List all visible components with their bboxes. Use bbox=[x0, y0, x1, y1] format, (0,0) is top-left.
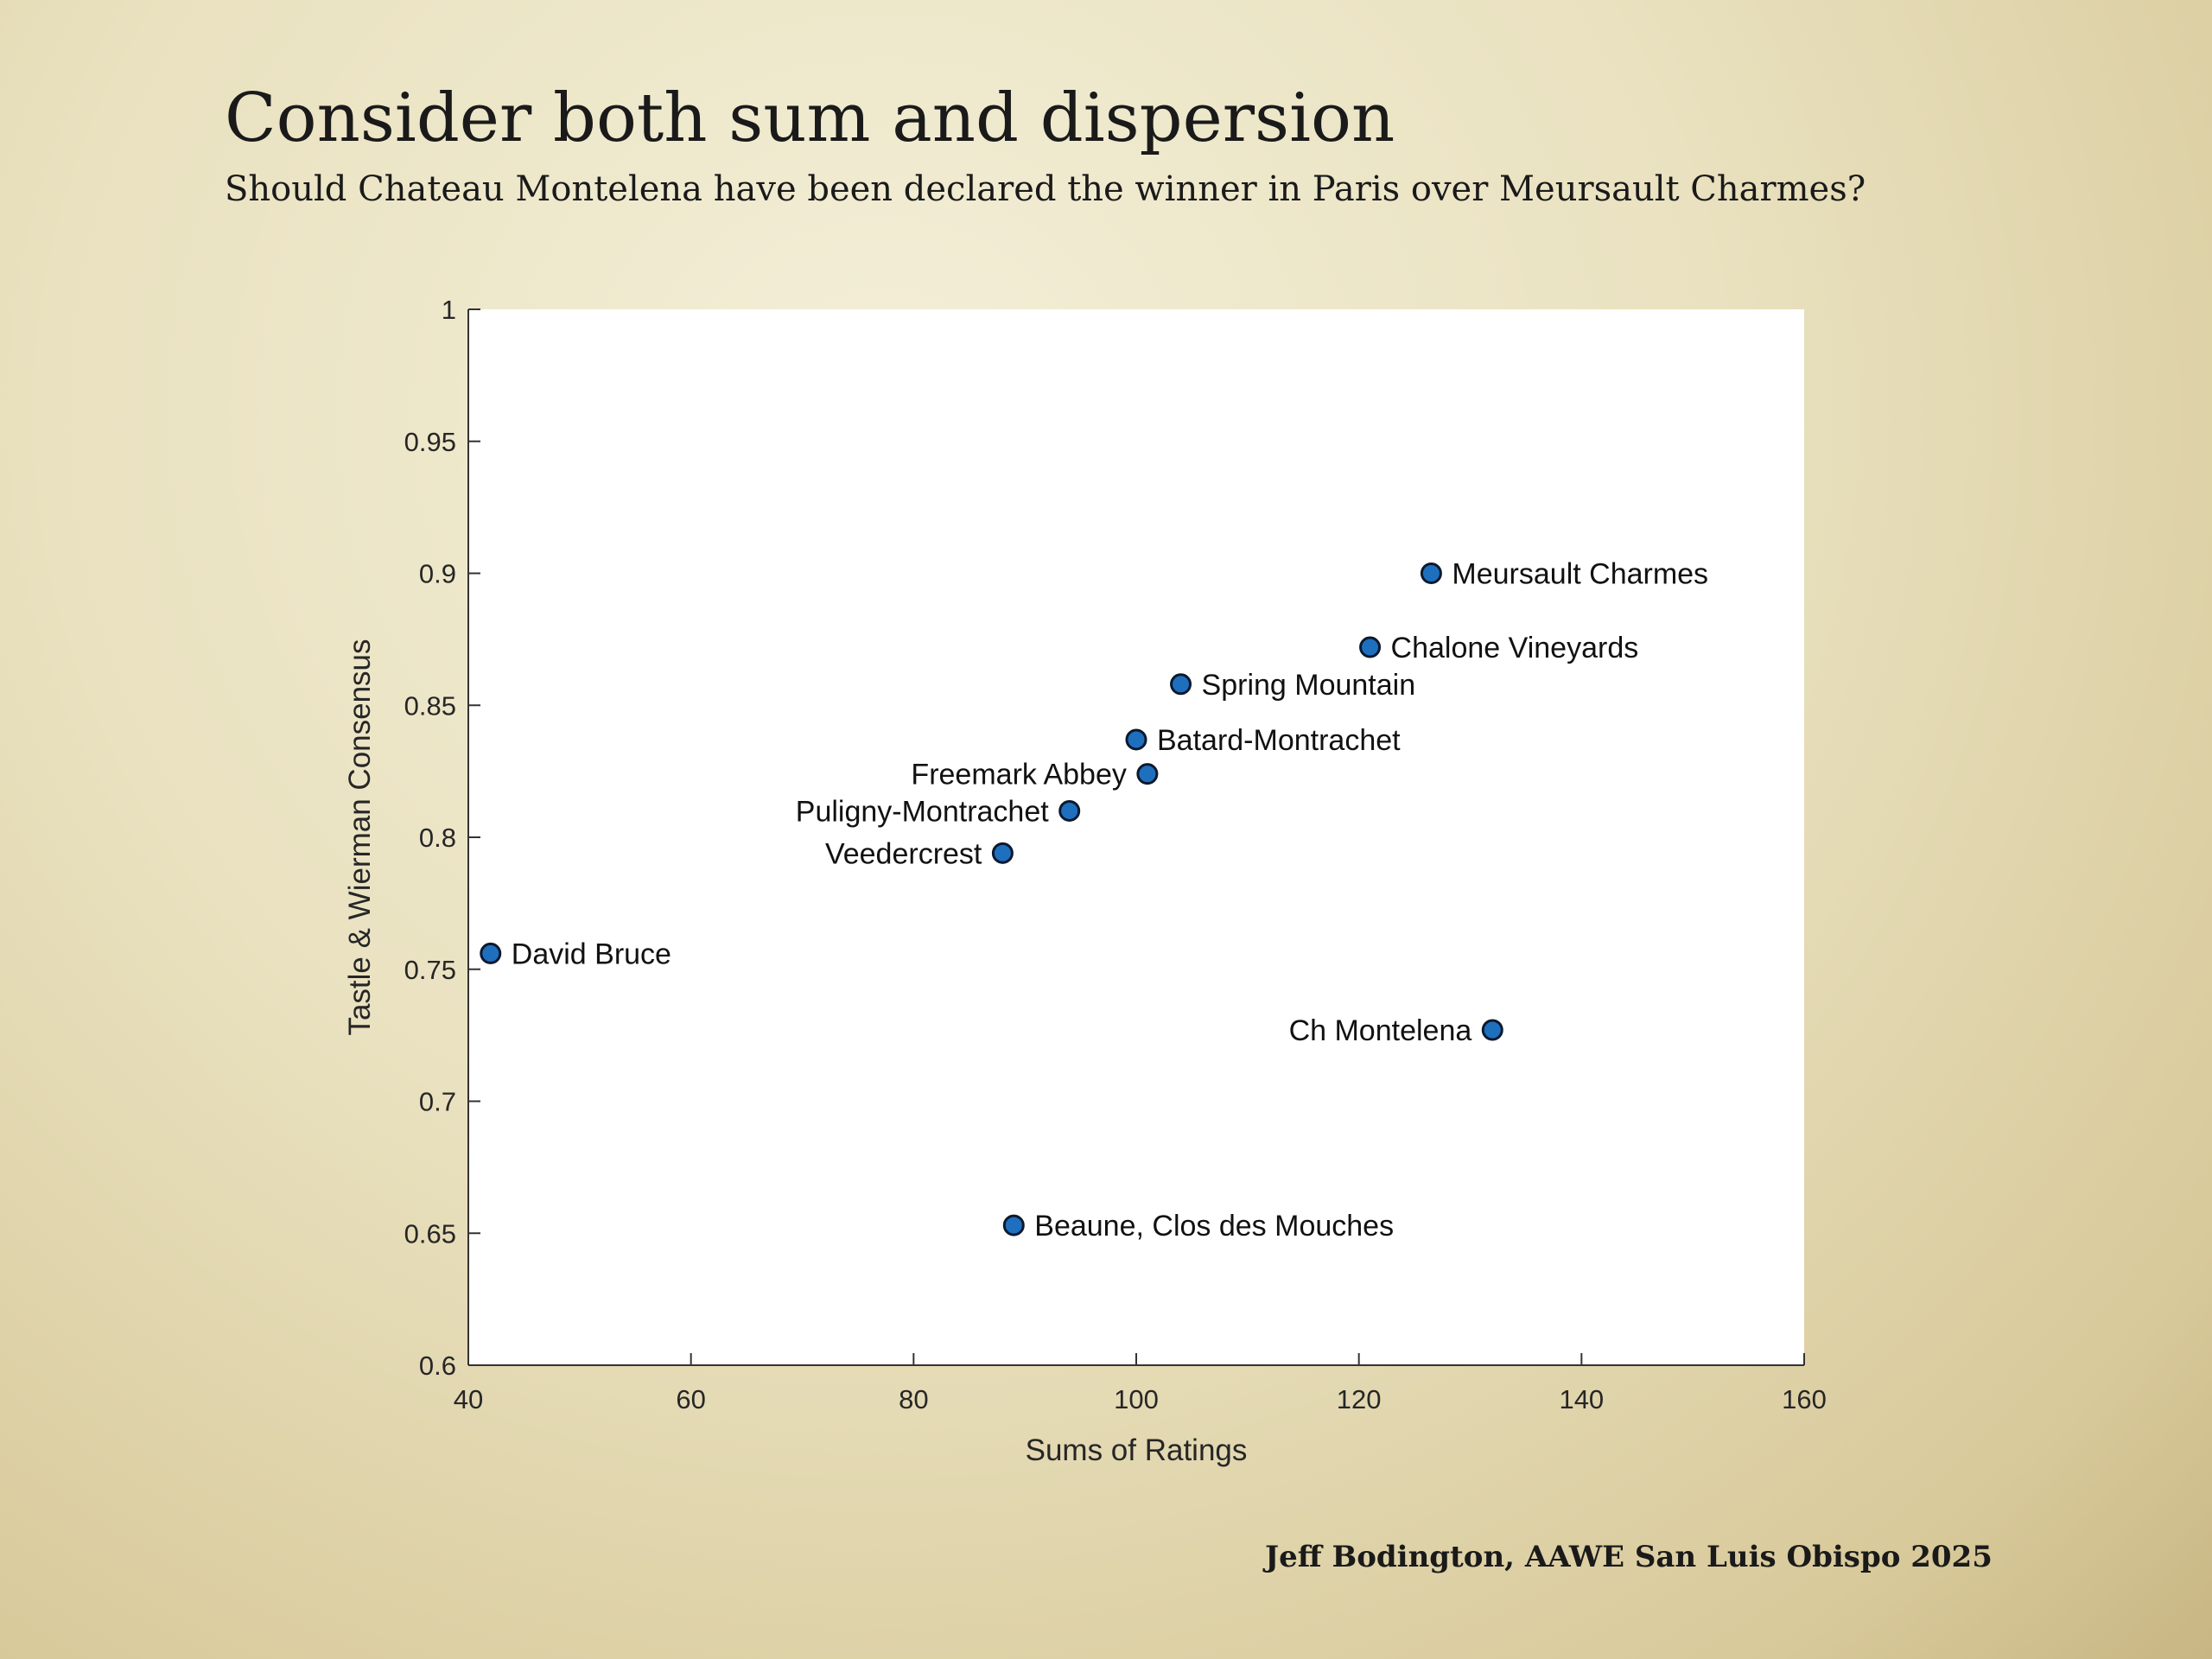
data-points: Meursault Charmes Chalone Vineyards Spring… bbox=[480, 558, 1708, 1243]
data-point bbox=[1481, 1019, 1503, 1041]
data-point bbox=[1420, 563, 1442, 584]
y-tick-label: 0.95 bbox=[404, 427, 456, 457]
data-point-label: Puligny-Montrachet bbox=[796, 795, 1049, 828]
slide-subtitle: Should Chateau Montelena have been decla… bbox=[225, 169, 1866, 209]
data-point bbox=[480, 942, 502, 964]
x-tick-label: 140 bbox=[1559, 1384, 1604, 1414]
data-point bbox=[1058, 799, 1081, 822]
y-tick-label: 1 bbox=[442, 295, 456, 325]
x-tick-label: 80 bbox=[899, 1384, 928, 1414]
data-point-label: Beaune, Clos des Mouches bbox=[1034, 1210, 1394, 1243]
data-point-label: Ch Montelena bbox=[1289, 1014, 1472, 1047]
data-point bbox=[1002, 1214, 1025, 1236]
plot-area bbox=[468, 309, 1804, 1365]
x-tick-label: 120 bbox=[1337, 1384, 1382, 1414]
x-tick-label: 160 bbox=[1782, 1384, 1827, 1414]
data-point bbox=[1359, 636, 1382, 658]
author-credit: Jeff Bodington, AAWE San Luis Obispo 202… bbox=[1265, 1540, 1993, 1574]
data-point-label: Meursault Charmes bbox=[1452, 558, 1708, 591]
data-point-label: Freemark Abbey bbox=[911, 759, 1126, 791]
data-point bbox=[1136, 763, 1159, 785]
x-axis-label: Sums of Ratings bbox=[1026, 1433, 1248, 1467]
data-point bbox=[1125, 728, 1147, 751]
data-point-label: Veedercrest bbox=[825, 837, 982, 870]
axes: 40 60 80 100 120 140 160 0.6 0.65 0.7 0.75 0.8 0.85 0… bbox=[404, 295, 1827, 1414]
slide-title: Consider both sum and dispersion bbox=[225, 79, 1395, 157]
y-tick-label: 0.8 bbox=[419, 823, 456, 853]
y-tick-label: 0.65 bbox=[404, 1218, 456, 1249]
data-point bbox=[991, 842, 1014, 864]
data-point-label: Chalone Vineyards bbox=[1391, 632, 1639, 664]
y-tick-label: 0.85 bbox=[404, 690, 456, 721]
y-tick-label: 0.75 bbox=[404, 955, 456, 985]
data-point-label: Batard-Montrachet bbox=[1157, 724, 1401, 757]
data-point bbox=[1170, 673, 1192, 696]
y-axis-label: Tastle & Wierman Consensus bbox=[343, 639, 377, 1035]
x-tick-label: 60 bbox=[676, 1384, 705, 1414]
data-point-label: Spring Mountain bbox=[1202, 669, 1416, 702]
data-point-label: David Bruce bbox=[512, 938, 671, 970]
y-tick-label: 0.7 bbox=[419, 1087, 456, 1117]
y-tick-label: 0.9 bbox=[419, 559, 456, 589]
y-tick-label: 0.6 bbox=[419, 1351, 456, 1381]
x-tick-label: 100 bbox=[1114, 1384, 1159, 1414]
x-tick-label: 40 bbox=[454, 1384, 483, 1414]
